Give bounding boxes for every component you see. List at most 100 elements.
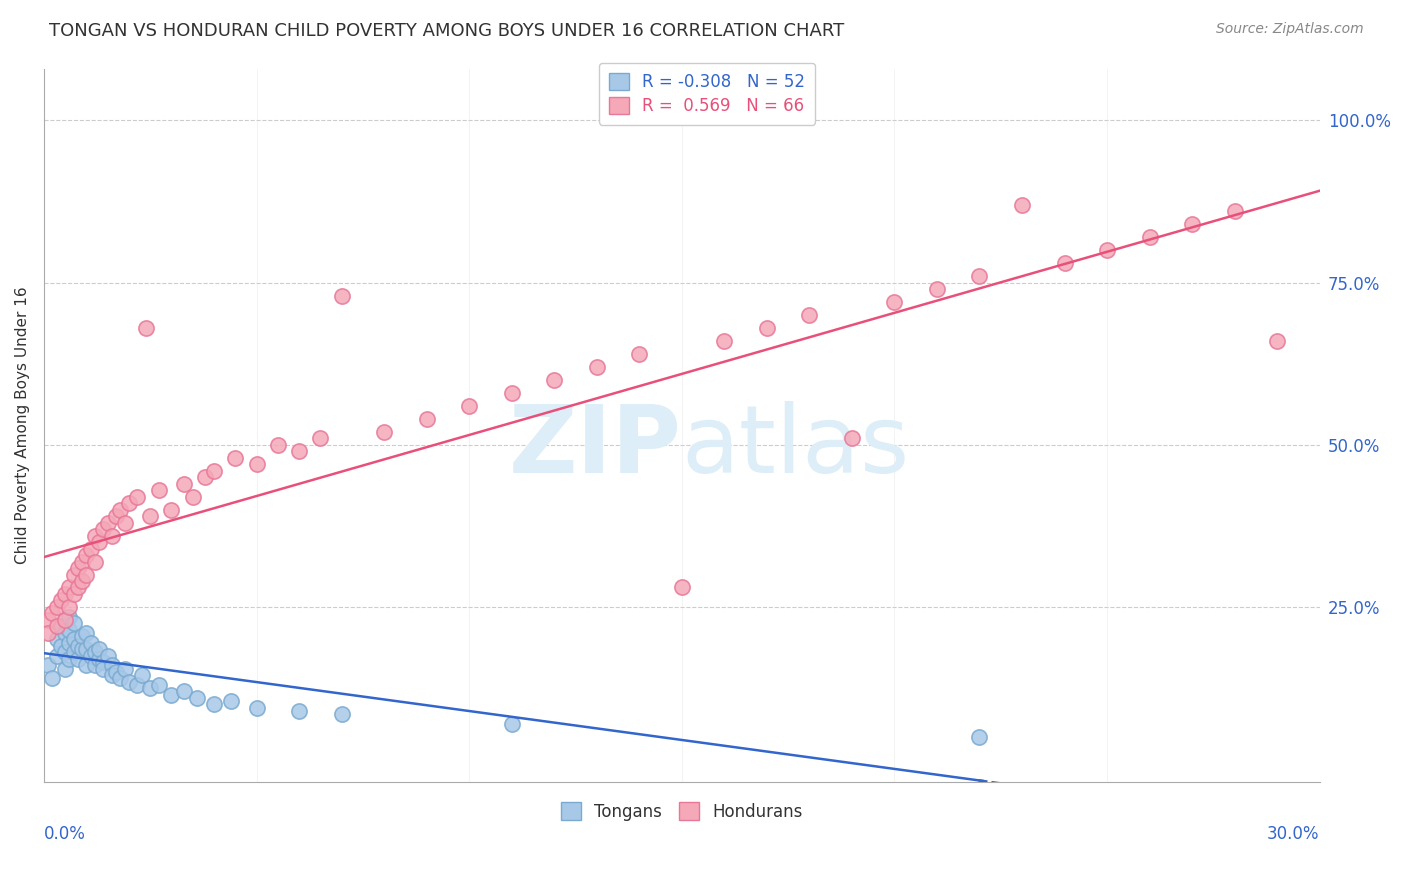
Point — [105, 665, 128, 679]
Point — [37, 658, 59, 673]
Point — [114, 662, 136, 676]
Point — [755, 321, 778, 335]
Point — [1139, 230, 1161, 244]
Point — [186, 690, 208, 705]
Point — [288, 704, 311, 718]
Point — [139, 509, 162, 524]
Point — [53, 587, 76, 601]
Point — [131, 668, 153, 682]
Point — [49, 639, 72, 653]
Point — [37, 613, 59, 627]
Point — [181, 490, 204, 504]
Point — [45, 619, 67, 633]
Point — [66, 652, 89, 666]
Point — [139, 681, 162, 695]
Point — [458, 399, 481, 413]
Point — [97, 648, 120, 663]
Point — [105, 509, 128, 524]
Point — [628, 347, 651, 361]
Point — [841, 431, 863, 445]
Point — [53, 613, 76, 627]
Point — [1053, 256, 1076, 270]
Point — [45, 599, 67, 614]
Point — [84, 528, 107, 542]
Point — [58, 609, 80, 624]
Text: ZIP: ZIP — [509, 401, 682, 492]
Point — [114, 516, 136, 530]
Point — [70, 555, 93, 569]
Point — [415, 412, 437, 426]
Point — [969, 730, 991, 744]
Point — [62, 616, 84, 631]
Text: 30.0%: 30.0% — [1267, 825, 1320, 843]
Point — [79, 541, 101, 556]
Point — [93, 662, 115, 676]
Point — [101, 668, 124, 682]
Point — [799, 308, 821, 322]
Point — [202, 698, 225, 712]
Point — [101, 658, 124, 673]
Point — [1181, 217, 1204, 231]
Point — [173, 476, 195, 491]
Point — [70, 574, 93, 588]
Point — [49, 619, 72, 633]
Point — [89, 652, 111, 666]
Point — [1265, 334, 1288, 348]
Point — [245, 457, 267, 471]
Point — [1011, 198, 1033, 212]
Point — [202, 464, 225, 478]
Point — [127, 678, 149, 692]
Point — [118, 496, 141, 510]
Point — [224, 450, 246, 465]
Point — [110, 671, 132, 685]
Point — [671, 581, 693, 595]
Point — [79, 648, 101, 663]
Point — [118, 674, 141, 689]
Point — [148, 678, 170, 692]
Point — [53, 626, 76, 640]
Point — [309, 431, 332, 445]
Point — [37, 626, 59, 640]
Point — [62, 587, 84, 601]
Point — [75, 642, 97, 657]
Point — [53, 645, 76, 659]
Point — [93, 522, 115, 536]
Point — [330, 288, 353, 302]
Point — [883, 295, 905, 310]
Point — [49, 593, 72, 607]
Point — [501, 716, 523, 731]
Point — [58, 599, 80, 614]
Legend: Tongans, Hondurans: Tongans, Hondurans — [554, 796, 810, 827]
Point — [45, 648, 67, 663]
Point — [1223, 204, 1246, 219]
Point — [58, 652, 80, 666]
Point — [62, 645, 84, 659]
Point — [41, 607, 63, 621]
Point — [70, 642, 93, 657]
Point — [245, 700, 267, 714]
Point — [62, 567, 84, 582]
Point — [288, 444, 311, 458]
Point — [585, 359, 607, 374]
Point — [93, 655, 115, 669]
Point — [84, 658, 107, 673]
Point — [84, 645, 107, 659]
Point — [1095, 243, 1118, 257]
Point — [89, 535, 111, 549]
Text: atlas: atlas — [682, 401, 910, 492]
Point — [713, 334, 735, 348]
Point — [219, 694, 242, 708]
Point — [373, 425, 395, 439]
Text: Source: ZipAtlas.com: Source: ZipAtlas.com — [1216, 22, 1364, 37]
Point — [267, 438, 290, 452]
Point — [75, 626, 97, 640]
Point — [160, 688, 183, 702]
Point — [501, 385, 523, 400]
Point — [84, 555, 107, 569]
Point — [58, 623, 80, 637]
Point — [62, 632, 84, 647]
Text: TONGAN VS HONDURAN CHILD POVERTY AMONG BOYS UNDER 16 CORRELATION CHART: TONGAN VS HONDURAN CHILD POVERTY AMONG B… — [49, 22, 845, 40]
Point — [89, 642, 111, 657]
Point — [58, 581, 80, 595]
Point — [66, 639, 89, 653]
